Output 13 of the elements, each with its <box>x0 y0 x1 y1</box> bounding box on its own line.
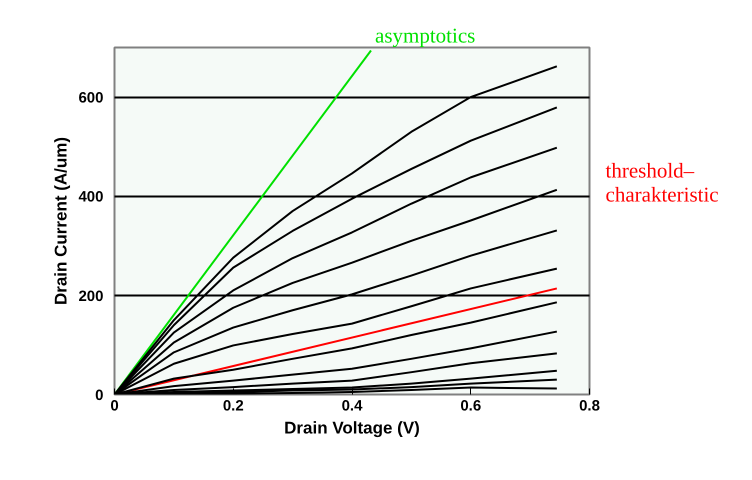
x-tick-label: 0.2 <box>222 398 244 414</box>
x-tick-label: 0 <box>110 398 119 414</box>
x-tick-label: 0.6 <box>460 398 482 414</box>
x-tick-label: 0.4 <box>342 398 364 414</box>
y-tick-label: 0 <box>95 387 104 404</box>
y-tick-label: 400 <box>78 188 104 206</box>
x-axis-title: Drain Voltage (V) <box>284 418 420 438</box>
y-axis-title: Drain Current (A/um) <box>51 136 70 306</box>
x-tick-label: 0.8 <box>579 398 600 414</box>
text: threshold– charakteristic <box>606 158 719 206</box>
y-tick-label: 600 <box>78 90 104 107</box>
series-label: asymptotics <box>375 24 476 48</box>
y-tick-label: 200 <box>78 288 104 305</box>
